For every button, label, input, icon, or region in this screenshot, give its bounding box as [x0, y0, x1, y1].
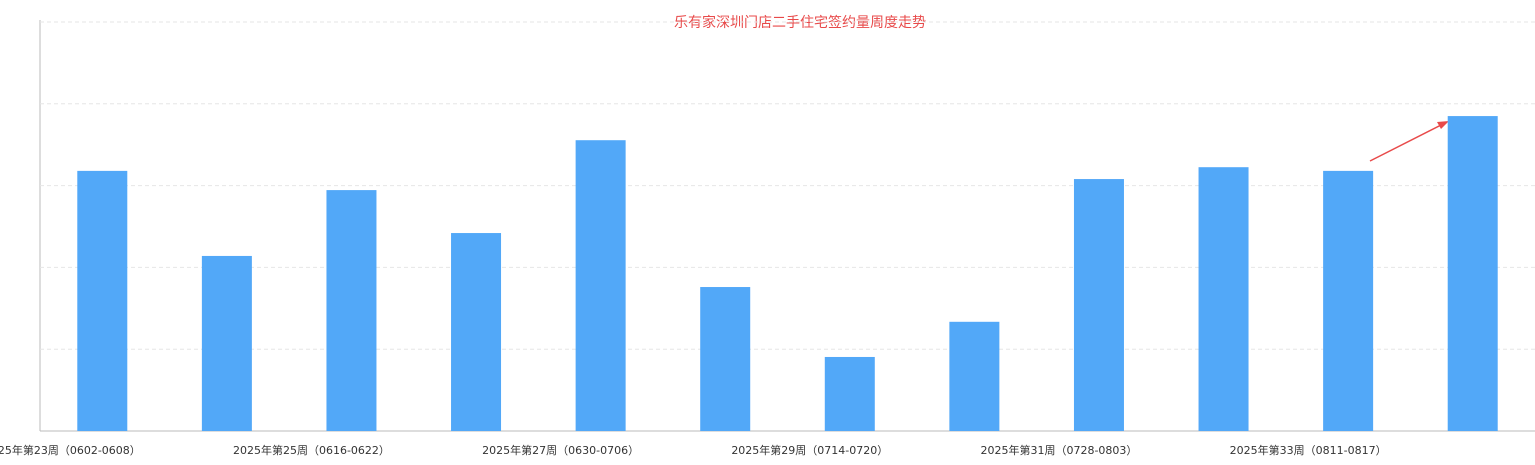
bar: [77, 170, 128, 431]
bar: [575, 140, 626, 432]
bar: [451, 233, 502, 431]
bar: [1447, 116, 1498, 431]
bar: [1323, 170, 1374, 431]
bar: [326, 190, 377, 431]
x-tick-label: 2025年第29周（0714-0720）: [731, 443, 888, 457]
x-tick-label: 2025年第31周（0728-0803）: [980, 443, 1137, 457]
bar: [949, 321, 1000, 431]
x-tick-label: 2025年第25周（0616-0622）: [233, 443, 390, 457]
x-tick-label: 2025年第27周（0630-0706）: [482, 443, 639, 457]
bar: [1198, 167, 1249, 431]
bar: [700, 287, 751, 431]
bar: [1073, 179, 1124, 431]
bar: [201, 255, 252, 431]
x-tick-label: 2025年第23周（0602-0608）: [0, 443, 141, 457]
annotation-arrow: [1369, 122, 1446, 162]
annotation-arrowhead: [1437, 121, 1449, 129]
bar: [824, 356, 875, 431]
x-tick-label: 2025年第33周（0811-0817）: [1230, 443, 1387, 457]
